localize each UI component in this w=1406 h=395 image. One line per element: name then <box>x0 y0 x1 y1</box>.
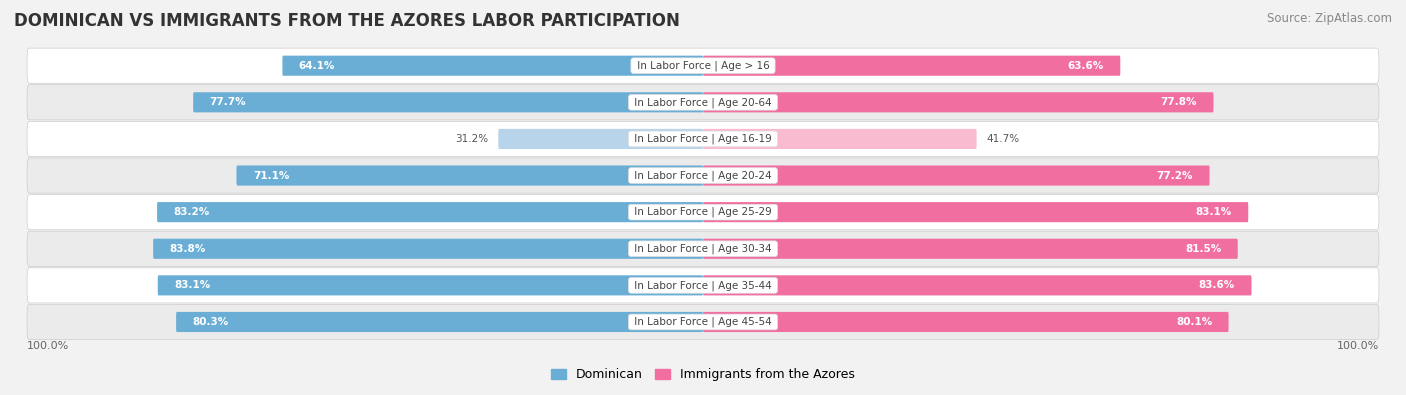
FancyBboxPatch shape <box>176 312 703 332</box>
FancyBboxPatch shape <box>157 275 703 295</box>
FancyBboxPatch shape <box>703 239 1237 259</box>
Text: 80.1%: 80.1% <box>1175 317 1212 327</box>
Text: 63.6%: 63.6% <box>1067 61 1104 71</box>
Text: 71.1%: 71.1% <box>253 171 290 181</box>
Text: 77.7%: 77.7% <box>209 97 246 107</box>
Text: In Labor Force | Age 30-34: In Labor Force | Age 30-34 <box>631 243 775 254</box>
Text: 81.5%: 81.5% <box>1185 244 1222 254</box>
FancyBboxPatch shape <box>27 268 1379 303</box>
FancyBboxPatch shape <box>157 202 703 222</box>
FancyBboxPatch shape <box>27 195 1379 230</box>
FancyBboxPatch shape <box>498 129 703 149</box>
Text: 100.0%: 100.0% <box>27 341 69 351</box>
Text: In Labor Force | Age 20-64: In Labor Force | Age 20-64 <box>631 97 775 107</box>
Text: 83.2%: 83.2% <box>173 207 209 217</box>
FancyBboxPatch shape <box>27 85 1379 120</box>
FancyBboxPatch shape <box>27 158 1379 193</box>
Text: In Labor Force | Age 45-54: In Labor Force | Age 45-54 <box>631 317 775 327</box>
Text: 100.0%: 100.0% <box>1337 341 1379 351</box>
Text: In Labor Force | Age 16-19: In Labor Force | Age 16-19 <box>631 134 775 144</box>
Text: 41.7%: 41.7% <box>987 134 1019 144</box>
Text: 31.2%: 31.2% <box>456 134 488 144</box>
FancyBboxPatch shape <box>703 129 977 149</box>
FancyBboxPatch shape <box>703 92 1213 113</box>
Text: Source: ZipAtlas.com: Source: ZipAtlas.com <box>1267 12 1392 25</box>
Text: In Labor Force | Age 25-29: In Labor Force | Age 25-29 <box>631 207 775 217</box>
FancyBboxPatch shape <box>703 56 1121 76</box>
FancyBboxPatch shape <box>703 202 1249 222</box>
FancyBboxPatch shape <box>193 92 703 113</box>
Text: In Labor Force | Age > 16: In Labor Force | Age > 16 <box>634 60 772 71</box>
FancyBboxPatch shape <box>283 56 703 76</box>
Text: 83.8%: 83.8% <box>170 244 205 254</box>
Text: 77.2%: 77.2% <box>1157 171 1194 181</box>
FancyBboxPatch shape <box>703 312 1229 332</box>
Text: In Labor Force | Age 35-44: In Labor Force | Age 35-44 <box>631 280 775 291</box>
Text: DOMINICAN VS IMMIGRANTS FROM THE AZORES LABOR PARTICIPATION: DOMINICAN VS IMMIGRANTS FROM THE AZORES … <box>14 12 681 30</box>
Legend: Dominican, Immigrants from the Azores: Dominican, Immigrants from the Azores <box>546 363 860 386</box>
Text: 64.1%: 64.1% <box>299 61 335 71</box>
Text: 83.1%: 83.1% <box>1195 207 1232 217</box>
Text: 83.1%: 83.1% <box>174 280 211 290</box>
FancyBboxPatch shape <box>153 239 703 259</box>
Text: 83.6%: 83.6% <box>1199 280 1234 290</box>
Text: In Labor Force | Age 20-24: In Labor Force | Age 20-24 <box>631 170 775 181</box>
FancyBboxPatch shape <box>27 48 1379 83</box>
FancyBboxPatch shape <box>27 121 1379 156</box>
FancyBboxPatch shape <box>236 166 703 186</box>
Text: 80.3%: 80.3% <box>193 317 229 327</box>
FancyBboxPatch shape <box>703 166 1209 186</box>
FancyBboxPatch shape <box>27 305 1379 340</box>
Text: 77.8%: 77.8% <box>1160 97 1197 107</box>
FancyBboxPatch shape <box>27 231 1379 266</box>
FancyBboxPatch shape <box>703 275 1251 295</box>
